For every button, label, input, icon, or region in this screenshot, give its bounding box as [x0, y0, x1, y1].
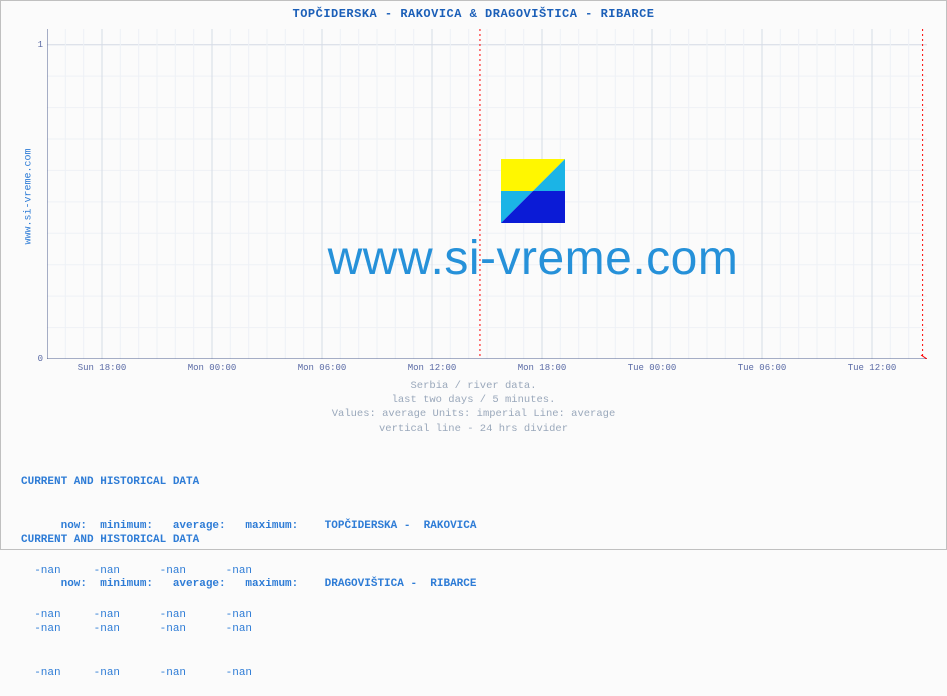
y-tick-label: 0 — [38, 354, 43, 364]
chart-svg — [47, 29, 927, 359]
data-heading: CURRENT AND HISTORICAL DATA — [21, 533, 476, 548]
data-block-2: CURRENT AND HISTORICAL DATA now: minimum… — [21, 503, 476, 696]
data-heading: CURRENT AND HISTORICAL DATA — [21, 475, 476, 490]
data-row: -nan -nan -nan -nan — [21, 666, 476, 681]
x-tick-label: Mon 18:00 — [518, 363, 567, 373]
x-tick-label: Tue 00:00 — [628, 363, 677, 373]
chart-subtitle: Serbia / river data. last two days / 5 m… — [1, 379, 946, 436]
chart-area: www.si-vreme.com — [47, 29, 927, 359]
chart-title: TOPČIDERSKA - RAKOVICA & DRAGOVIŠTICA - … — [1, 7, 946, 21]
subtitle-line: vertical line - 24 hrs divider — [1, 422, 946, 436]
subtitle-line: Serbia / river data. — [1, 379, 946, 393]
x-axis-labels: Sun 18:00 Mon 00:00 Mon 06:00 Mon 12:00 Mon … — [47, 363, 927, 377]
data-columns: now: minimum: average: maximum: DRAGOVIŠ… — [21, 577, 476, 592]
subtitle-line: last two days / 5 minutes. — [1, 393, 946, 407]
x-tick-label: Tue 06:00 — [738, 363, 787, 373]
x-tick-label: Sun 18:00 — [78, 363, 127, 373]
x-tick-label: Tue 12:00 — [848, 363, 897, 373]
x-tick-label: Mon 00:00 — [188, 363, 237, 373]
x-tick-label: Mon 06:00 — [298, 363, 347, 373]
x-tick-label: Mon 12:00 — [408, 363, 457, 373]
data-row: -nan -nan -nan -nan — [21, 622, 476, 637]
y-tick-label: 1 — [38, 40, 43, 50]
subtitle-line: Values: average Units: imperial Line: av… — [1, 407, 946, 421]
y-axis-labels: 01 — [31, 29, 43, 359]
